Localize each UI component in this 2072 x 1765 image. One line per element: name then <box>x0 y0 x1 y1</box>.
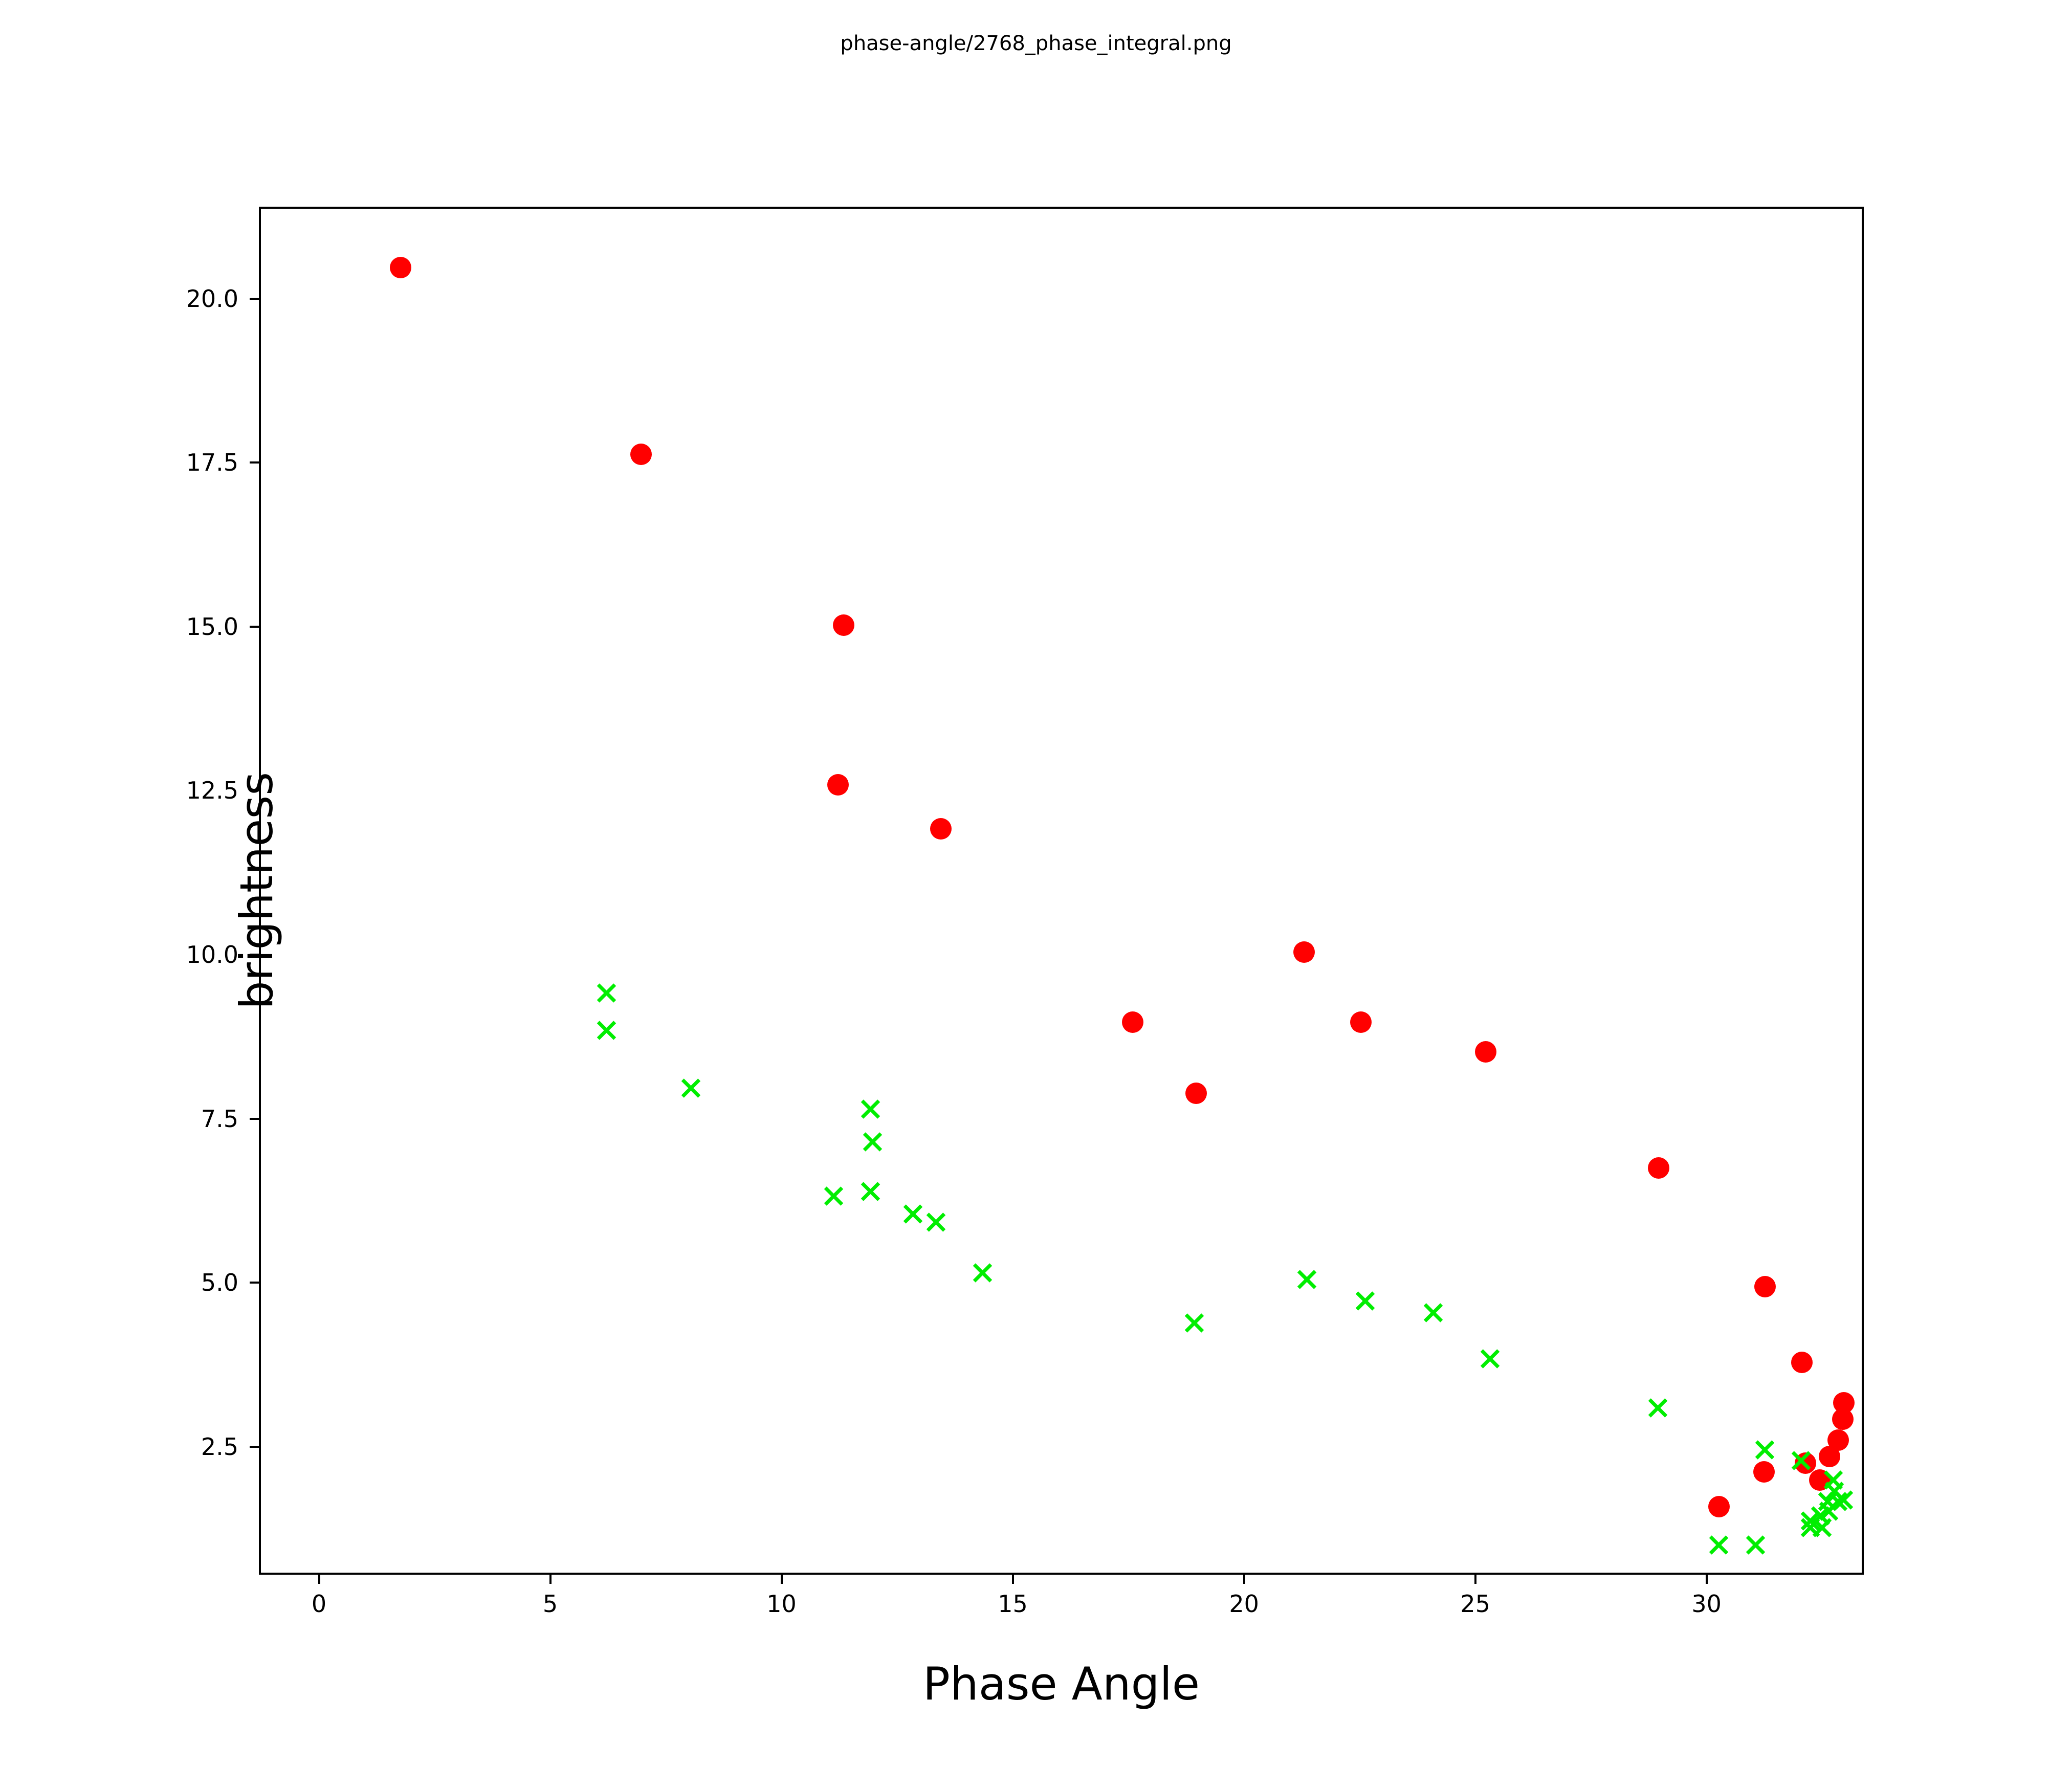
plot-axes-frame <box>259 207 1864 1575</box>
data-point-green-crosses <box>1810 1516 1834 1539</box>
y-axis-tick-label: 7.5 <box>201 1105 238 1133</box>
data-point-green-crosses <box>1789 1449 1813 1472</box>
data-point-green-crosses <box>594 981 618 1005</box>
y-axis-tick-label: 17.5 <box>186 449 238 477</box>
data-point-green-crosses <box>1354 1289 1377 1313</box>
y-axis-tick <box>250 1117 259 1120</box>
data-point-red-circles <box>1350 1011 1372 1033</box>
data-point-green-crosses <box>1753 1438 1777 1462</box>
data-point-red-circles <box>827 774 849 796</box>
x-axis-tick <box>1243 1575 1245 1584</box>
data-point-red-circles <box>1474 1041 1496 1063</box>
y-axis-tick-label: 5.0 <box>201 1269 238 1297</box>
data-point-red-circles <box>930 818 952 840</box>
data-point-green-crosses <box>901 1202 925 1226</box>
x-axis-tick <box>318 1575 320 1584</box>
data-point-green-crosses <box>859 1180 883 1203</box>
data-point-red-circles <box>630 443 652 465</box>
y-axis-tick <box>250 954 259 956</box>
y-axis-tick <box>250 625 259 628</box>
data-point-red-circles <box>1753 1461 1775 1483</box>
x-axis-tick-label: 5 <box>542 1590 558 1618</box>
data-point-green-crosses <box>1182 1311 1206 1335</box>
data-point-red-circles <box>833 614 855 636</box>
data-point-green-crosses <box>1707 1533 1731 1557</box>
x-axis-tick-label: 30 <box>1691 1590 1722 1618</box>
y-axis-tick <box>250 297 259 300</box>
data-point-red-circles <box>1819 1446 1841 1468</box>
data-point-green-crosses <box>924 1210 948 1234</box>
data-point-green-crosses <box>1295 1268 1319 1291</box>
data-point-red-circles <box>1293 941 1315 963</box>
y-axis-tick <box>250 1445 259 1448</box>
x-axis-tick <box>549 1575 552 1584</box>
x-axis-label: Phase Angle <box>922 1658 1200 1710</box>
data-point-green-crosses <box>971 1261 994 1285</box>
data-point-green-crosses <box>1646 1396 1669 1420</box>
y-axis-tick-label: 20.0 <box>186 284 238 313</box>
x-axis-tick-label: 15 <box>998 1590 1028 1618</box>
data-point-red-circles <box>1122 1011 1144 1033</box>
y-axis-tick <box>250 1282 259 1284</box>
x-axis-tick-label: 20 <box>1229 1590 1259 1618</box>
data-point-green-crosses <box>861 1130 884 1154</box>
plot-data-area <box>261 209 1862 1573</box>
data-point-red-circles <box>1647 1157 1669 1179</box>
y-axis-tick <box>250 789 259 792</box>
data-point-green-crosses <box>859 1097 883 1121</box>
data-point-green-crosses <box>1744 1533 1768 1557</box>
data-point-red-circles <box>1754 1276 1776 1298</box>
x-axis-tick-label: 25 <box>1460 1590 1490 1618</box>
y-axis-tick-label: 2.5 <box>201 1432 238 1461</box>
x-axis-tick-label: 0 <box>311 1590 327 1618</box>
data-point-red-circles <box>1791 1351 1813 1373</box>
y-axis-tick <box>250 461 259 464</box>
data-point-red-circles <box>1708 1495 1730 1517</box>
data-point-red-circles <box>1185 1082 1207 1104</box>
data-point-green-crosses <box>1422 1301 1445 1325</box>
data-point-green-crosses <box>1479 1347 1502 1371</box>
figure-title: phase-angle/2768_phase_integral.png <box>840 32 1232 55</box>
data-point-red-circles <box>1832 1408 1854 1430</box>
y-axis-label: brightness <box>230 771 283 1010</box>
y-axis-tick-label: 12.5 <box>186 777 238 805</box>
x-axis-tick <box>780 1575 783 1584</box>
x-axis-tick <box>1011 1575 1014 1584</box>
y-axis-tick-label: 10.0 <box>186 941 238 969</box>
x-axis-tick-label: 10 <box>766 1590 797 1618</box>
y-axis-tick-label: 15.0 <box>186 612 238 641</box>
x-axis-tick <box>1705 1575 1708 1584</box>
data-point-red-circles <box>390 257 412 279</box>
data-point-green-crosses <box>822 1184 845 1208</box>
data-point-green-crosses <box>679 1076 703 1100</box>
x-axis-tick <box>1474 1575 1476 1584</box>
data-point-green-crosses <box>594 1019 618 1042</box>
